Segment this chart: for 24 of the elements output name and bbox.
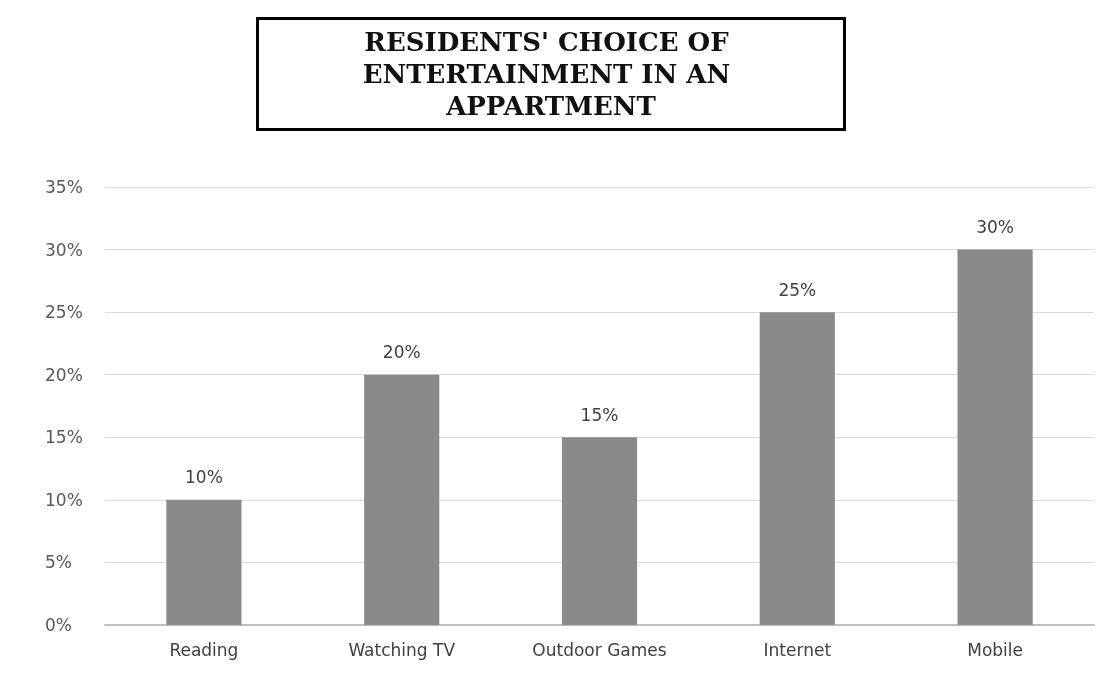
data-label: 30% (976, 217, 1014, 238)
bar (561, 437, 638, 625)
y-tick-label: 15% (45, 427, 83, 448)
bar (957, 249, 1033, 625)
data-label: 20% (382, 342, 421, 363)
chart-title: RESIDENTS' CHOICE OF ENTERTAINMENT IN AN APPARTMENT (362, 27, 740, 121)
x-tick-label: Internet (763, 639, 832, 660)
x-tick-label: Reading (169, 639, 239, 660)
x-tick-label: Outdoor Games (532, 639, 667, 660)
y-tick-label: 10% (45, 489, 83, 510)
data-label: 10% (185, 467, 223, 488)
y-tick-label: 25% (45, 302, 83, 323)
y-tick-label: 35% (45, 177, 83, 197)
data-label: 25% (778, 279, 817, 300)
y-tick-label: 30% (45, 239, 83, 260)
bar (759, 312, 835, 625)
x-tick-label: Mobile (967, 639, 1023, 660)
y-tick-label: 0% (45, 615, 72, 635)
y-tick-label: 20% (45, 364, 83, 385)
bar (364, 374, 440, 625)
x-tick-label: Watching TV (348, 639, 456, 660)
y-tick-label: 5% (45, 552, 72, 573)
bar (166, 499, 242, 625)
data-label: 15% (580, 404, 619, 425)
